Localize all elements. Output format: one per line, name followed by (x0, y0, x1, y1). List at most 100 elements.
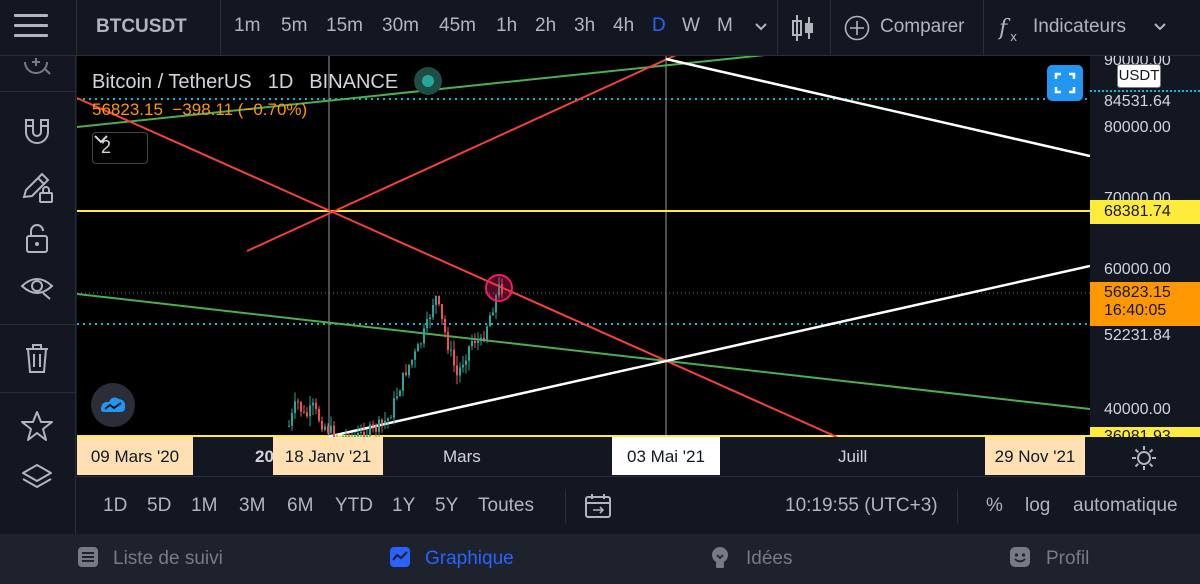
trendline-red-down[interactable] (77, 97, 838, 437)
menu-icon[interactable] (14, 14, 48, 42)
interval-5m[interactable]: 5m (281, 15, 308, 36)
drawing-toolbar (0, 56, 76, 534)
ideas-icon[interactable] (708, 545, 732, 569)
interval-45m[interactable]: 45m (439, 15, 476, 36)
candle-body (324, 426, 326, 430)
range-1d[interactable]: 1D (103, 495, 128, 516)
legend-exchange: BINANCE (309, 71, 399, 94)
symbol-legend: Bitcoin / TetherUS 1D BINANCE (92, 67, 458, 97)
time-tick-juill: Juill (838, 447, 868, 466)
profile-icon[interactable] (1008, 545, 1032, 569)
interval-4h[interactable]: 4h (613, 15, 635, 36)
range-6m[interactable]: 6M (287, 495, 314, 516)
zoom-icon[interactable] (20, 54, 54, 88)
candle-body (348, 435, 350, 437)
magnet-icon[interactable] (20, 116, 54, 150)
trendline-white-up[interactable] (326, 264, 1090, 437)
chart-pane[interactable]: Bitcoin / TetherUS 1D BINANCE 56823.15 −39… (77, 56, 1090, 437)
trendline-red-up[interactable] (246, 56, 687, 252)
draw-lock-icon[interactable] (20, 169, 54, 203)
candle-body (432, 305, 434, 318)
candle-body (435, 296, 437, 306)
interval-15m[interactable]: 15m (326, 15, 363, 36)
chart-canvas[interactable] (77, 56, 1090, 437)
chevron-down-icon[interactable] (754, 20, 768, 34)
range-1m[interactable]: 1M (191, 495, 218, 516)
currency-badge[interactable]: USDT (1117, 64, 1161, 88)
candle-body (342, 436, 344, 437)
candle-body (447, 332, 449, 350)
candle-body (420, 343, 422, 345)
range-ytd[interactable]: YTD (335, 495, 373, 516)
watchlist-icon[interactable] (76, 545, 100, 569)
indicators-collapse-button[interactable]: 2 (92, 132, 148, 164)
candle-body (438, 296, 440, 305)
price-legend: 56823.15 −398.11 (−0.70%) (92, 100, 307, 120)
date-range-icon[interactable] (584, 493, 612, 519)
interval-2h[interactable]: 2h (535, 15, 557, 36)
settings-gear-icon[interactable] (1130, 444, 1158, 472)
range-all[interactable]: Toutes (478, 495, 534, 516)
bar-countdown: 16:40:05 (1104, 302, 1167, 319)
range-5d[interactable]: 5D (147, 495, 172, 516)
legend-timeframe: 1D (267, 71, 294, 94)
nav-watchlist[interactable]: Liste de suivi (113, 548, 223, 569)
time-label-crosshair-2: 03 Mai '21 (612, 437, 720, 475)
interval-d[interactable]: D (652, 15, 666, 36)
indicators-button[interactable]: Indicateurs (1033, 16, 1126, 37)
trash-icon[interactable] (20, 341, 54, 375)
legend-pair: Bitcoin / TetherUS (92, 71, 252, 94)
nav-profile[interactable]: Profil (1046, 548, 1090, 569)
percent-scale-toggle[interactable]: % (986, 495, 1003, 516)
layers-icon[interactable] (20, 461, 54, 495)
candle-body (378, 419, 380, 432)
lock-icon[interactable] (20, 222, 54, 256)
time-scale[interactable]: 09 Mars '20 20 18 Janv '21 Mars 03 Mai '… (77, 437, 1090, 475)
candle-body (399, 390, 401, 397)
candle-body (345, 435, 347, 437)
compare-plus-icon[interactable] (844, 15, 870, 41)
interval-3h[interactable]: 3h (574, 15, 596, 36)
interval-1h[interactable]: 1h (496, 15, 518, 36)
trendline-green-bottom[interactable] (77, 293, 1090, 410)
chevron-down-icon[interactable] (1153, 20, 1167, 34)
candle-body (453, 349, 455, 366)
trendline-white-down[interactable] (665, 57, 1090, 158)
nav-ideas[interactable]: Idées (746, 548, 793, 569)
clock-timezone-button[interactable]: 10:19:55 (UTC+3) (785, 495, 938, 516)
candle-body (396, 396, 398, 399)
interval-1m[interactable]: 1m (234, 15, 261, 36)
candle-body (357, 432, 359, 437)
interval-m[interactable]: M (717, 15, 733, 36)
compare-button[interactable]: Comparer (880, 16, 965, 37)
bottom-navigation: Liste de suivi Graphique Idées Profil (0, 534, 1200, 584)
fullscreen-button[interactable] (1047, 65, 1083, 101)
candle-body (498, 284, 500, 296)
range-3m[interactable]: 3M (239, 495, 266, 516)
highlight-marker[interactable] (485, 274, 513, 302)
candle-body (333, 425, 335, 437)
candle-body (414, 351, 416, 360)
price-label-bottom: 36081.93 (1090, 427, 1200, 437)
trendline-green-top[interactable] (77, 56, 1090, 128)
nav-chart[interactable]: Graphique (425, 548, 514, 569)
range-1y[interactable]: 1Y (392, 495, 416, 516)
candle-body (330, 425, 332, 433)
star-icon[interactable] (20, 409, 54, 443)
time-label-range-end: 29 Nov '21 (985, 437, 1085, 475)
candle-body (297, 401, 299, 403)
chart-tab-icon[interactable] (388, 545, 412, 569)
candle-type-icon[interactable] (790, 13, 816, 43)
price-scale[interactable]: 90000.00 USDT 84531.64 80000.00 70000.00… (1090, 56, 1200, 437)
interval-w[interactable]: W (682, 15, 700, 36)
log-scale-toggle[interactable]: log (1025, 495, 1051, 516)
range-5y[interactable]: 5Y (435, 495, 459, 516)
price-tick: 60000.00 (1104, 261, 1171, 278)
symbol-search-button[interactable]: BTCUSDT (96, 16, 187, 37)
auto-scale-toggle[interactable]: automatique (1073, 495, 1178, 516)
interval-30m[interactable]: 30m (382, 15, 419, 36)
eye-icon[interactable] (20, 269, 54, 303)
tradingview-logo-button[interactable] (91, 383, 135, 427)
last-price-label: 56823.15 16:40:05 (1090, 282, 1200, 328)
